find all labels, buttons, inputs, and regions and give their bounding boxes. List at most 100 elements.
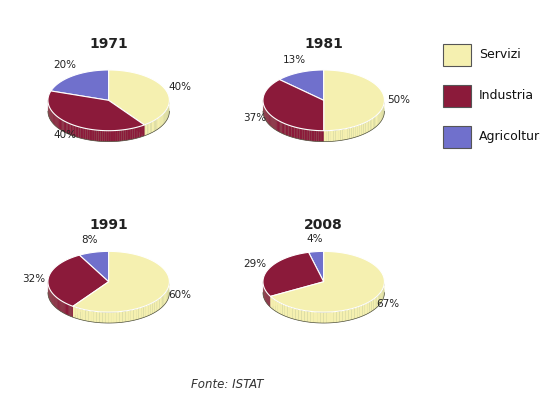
Polygon shape [299, 309, 301, 321]
Polygon shape [116, 130, 118, 141]
Polygon shape [317, 312, 320, 323]
Polygon shape [293, 126, 294, 138]
Polygon shape [133, 309, 136, 320]
Polygon shape [382, 289, 383, 302]
Polygon shape [377, 114, 378, 126]
Polygon shape [69, 305, 71, 316]
Polygon shape [60, 300, 61, 311]
Polygon shape [352, 308, 354, 320]
Polygon shape [331, 130, 333, 141]
Polygon shape [379, 112, 380, 124]
Polygon shape [71, 124, 72, 136]
Polygon shape [48, 91, 144, 131]
Polygon shape [363, 122, 366, 134]
Polygon shape [61, 119, 62, 131]
Polygon shape [150, 122, 152, 133]
Polygon shape [286, 124, 287, 136]
Polygon shape [79, 251, 109, 282]
Polygon shape [144, 124, 146, 136]
Polygon shape [99, 130, 100, 141]
Polygon shape [67, 304, 68, 315]
Polygon shape [54, 114, 55, 125]
Polygon shape [154, 301, 156, 313]
Polygon shape [91, 311, 94, 322]
Polygon shape [340, 310, 343, 322]
Polygon shape [284, 123, 286, 135]
Polygon shape [163, 294, 164, 307]
Polygon shape [159, 117, 160, 128]
Polygon shape [270, 296, 271, 307]
Polygon shape [271, 115, 272, 127]
Text: 60%: 60% [168, 290, 192, 300]
Polygon shape [308, 311, 310, 322]
Polygon shape [59, 299, 60, 311]
Polygon shape [129, 128, 131, 140]
Text: 20%: 20% [53, 60, 76, 70]
Polygon shape [287, 306, 290, 318]
Polygon shape [122, 130, 124, 141]
Polygon shape [131, 128, 133, 140]
Polygon shape [377, 295, 379, 308]
Text: 13%: 13% [282, 55, 306, 65]
Polygon shape [263, 79, 323, 131]
Polygon shape [156, 300, 158, 312]
Polygon shape [279, 121, 280, 132]
Polygon shape [366, 122, 367, 133]
Polygon shape [263, 252, 323, 296]
Polygon shape [154, 120, 156, 131]
Polygon shape [354, 126, 356, 138]
Polygon shape [349, 127, 352, 139]
Polygon shape [74, 125, 76, 137]
Polygon shape [60, 119, 61, 130]
Polygon shape [271, 296, 272, 309]
Polygon shape [308, 130, 309, 141]
Polygon shape [97, 312, 99, 323]
Polygon shape [381, 109, 382, 121]
Polygon shape [381, 290, 382, 303]
Polygon shape [288, 125, 290, 136]
Polygon shape [53, 113, 54, 124]
Polygon shape [153, 120, 154, 132]
Polygon shape [336, 311, 340, 322]
Polygon shape [53, 294, 54, 306]
Polygon shape [97, 130, 99, 141]
Polygon shape [68, 304, 69, 316]
Polygon shape [103, 130, 104, 142]
Polygon shape [290, 307, 293, 319]
Polygon shape [133, 128, 134, 139]
Polygon shape [118, 130, 120, 141]
Polygon shape [167, 288, 168, 300]
Polygon shape [367, 302, 369, 314]
Polygon shape [84, 128, 85, 139]
Polygon shape [89, 129, 91, 140]
Polygon shape [327, 312, 330, 323]
Polygon shape [52, 112, 53, 124]
Polygon shape [378, 113, 379, 124]
Polygon shape [343, 129, 345, 140]
Polygon shape [138, 126, 139, 138]
Text: Agricoltura: Agricoltura [479, 130, 540, 143]
Title: 1991: 1991 [89, 218, 128, 232]
Polygon shape [108, 312, 111, 323]
Polygon shape [333, 130, 336, 141]
Polygon shape [314, 312, 317, 323]
Polygon shape [85, 128, 87, 140]
Polygon shape [66, 122, 68, 134]
Polygon shape [50, 109, 51, 121]
Text: Industria: Industria [479, 89, 534, 102]
Polygon shape [148, 304, 150, 316]
Polygon shape [134, 127, 136, 139]
Polygon shape [143, 125, 144, 136]
Polygon shape [301, 310, 305, 322]
Polygon shape [51, 70, 109, 100]
Polygon shape [360, 124, 362, 136]
Polygon shape [158, 117, 159, 129]
Polygon shape [362, 123, 363, 135]
Polygon shape [127, 129, 129, 140]
Polygon shape [333, 312, 336, 323]
Polygon shape [266, 110, 267, 122]
Polygon shape [301, 128, 303, 140]
Polygon shape [152, 302, 154, 314]
Polygon shape [282, 122, 283, 134]
Polygon shape [83, 309, 85, 321]
